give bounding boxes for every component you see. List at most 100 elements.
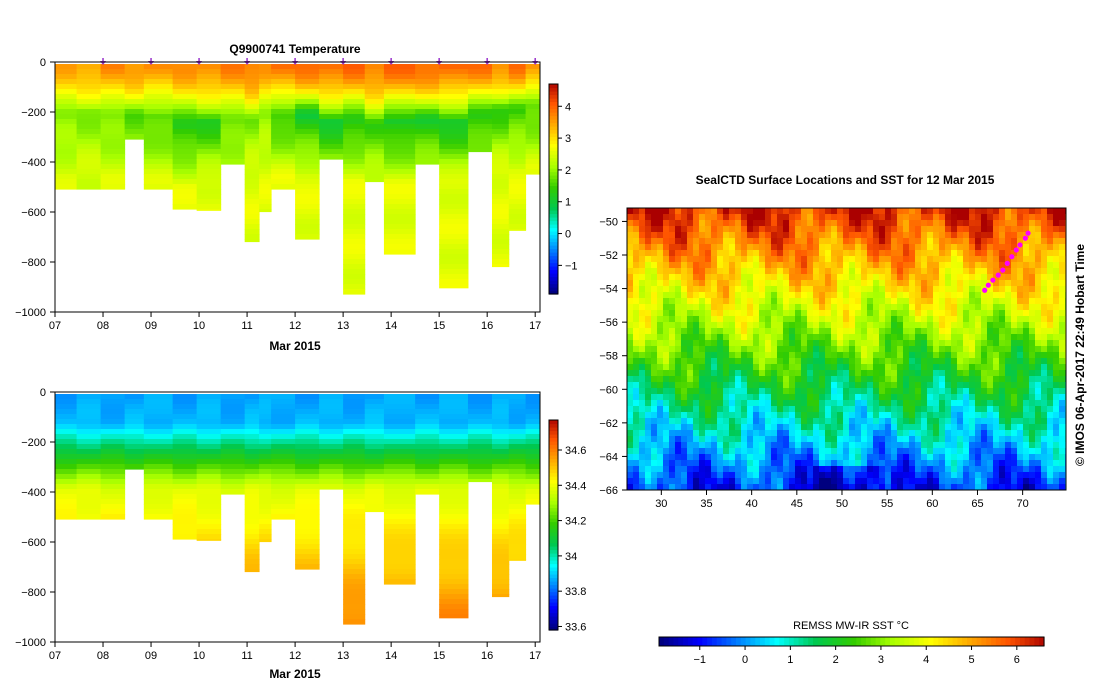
- temperature-cell: [100, 154, 126, 160]
- sst-cell: [657, 328, 664, 335]
- sst-cell: [1011, 448, 1018, 455]
- sst-cell: [741, 286, 748, 293]
- sst-cell: [999, 220, 1006, 227]
- sst-cell: [831, 328, 838, 335]
- sst-cell: [687, 256, 694, 263]
- temperature-cell: [143, 64, 174, 70]
- sst-cell: [825, 358, 832, 365]
- salinity-cell: [439, 439, 469, 445]
- sst-cell: [681, 478, 688, 485]
- salinity-cell: [319, 394, 344, 400]
- sst-cell: [885, 334, 892, 341]
- sst-cell: [663, 244, 670, 251]
- sst-cell: [987, 322, 994, 329]
- salinity-cell: [415, 484, 440, 490]
- sst-cell: [915, 280, 922, 287]
- sst-cell: [699, 340, 706, 347]
- sst-cell: [831, 436, 838, 443]
- sst-cell: [849, 460, 856, 467]
- salinity-cell: [100, 439, 126, 445]
- sst-cell: [921, 424, 928, 431]
- sst-cell: [831, 268, 838, 275]
- temperature-cell: [439, 139, 469, 145]
- sst-cell: [1023, 298, 1030, 305]
- sst-cell: [669, 328, 676, 335]
- sst-cell: [987, 364, 994, 371]
- sst-cell: [1041, 424, 1048, 431]
- sst-cell: [945, 274, 952, 281]
- sst-cell: [909, 412, 916, 419]
- sst-cell: [897, 280, 904, 287]
- salinity-cell: [76, 494, 102, 500]
- date-tick-label: 15: [433, 650, 445, 662]
- temperature-cell: [439, 84, 469, 90]
- sst-cell: [873, 232, 880, 239]
- salinity-cell: [295, 444, 320, 450]
- sst-cell: [957, 406, 964, 413]
- sst-cell: [921, 388, 928, 395]
- sst-cell: [897, 346, 904, 353]
- sst-cell: [765, 430, 772, 437]
- colorbar-segment: [549, 602, 558, 607]
- sst-cell: [837, 442, 844, 449]
- sst-cell: [987, 346, 994, 353]
- sst-cell: [957, 346, 964, 353]
- sst-cell: [807, 364, 814, 371]
- temperature-cell: [244, 229, 260, 235]
- salinity-cell: [508, 509, 527, 515]
- temperature-cell: [439, 279, 469, 285]
- sst-cell: [699, 418, 706, 425]
- sst-cell: [999, 454, 1006, 461]
- sst-cell: [1017, 370, 1024, 377]
- sst-cell: [801, 316, 808, 323]
- salinity-cell: [525, 414, 541, 420]
- sst-cell: [753, 322, 760, 329]
- sst-cell: [795, 424, 802, 431]
- colorbar-segment: [549, 238, 558, 243]
- colorbar-segment: [549, 570, 558, 575]
- sst-cell: [633, 214, 640, 221]
- sst-cell: [1023, 304, 1030, 311]
- sst-cell: [705, 220, 712, 227]
- temperature-cell: [244, 164, 260, 170]
- sst-cell: [1035, 406, 1042, 413]
- salinity-cell: [319, 444, 344, 450]
- sst-cell: [957, 424, 964, 431]
- sst-cell: [933, 208, 940, 215]
- sst-cell: [705, 310, 712, 317]
- salinity-cell: [467, 409, 493, 415]
- temperature-cell: [295, 224, 320, 230]
- sst-cell: [723, 280, 730, 287]
- sst-cell: [963, 220, 970, 227]
- sst-cell: [915, 418, 922, 425]
- sst-cell: [813, 358, 820, 365]
- sst-cell: [795, 298, 802, 305]
- temperature-cell: [343, 214, 366, 220]
- sst-cell: [885, 220, 892, 227]
- sst-cell: [921, 208, 928, 215]
- sst-cell: [657, 454, 664, 461]
- salinity-cell: [525, 444, 541, 450]
- sst-cell: [807, 436, 814, 443]
- sst-cell: [753, 298, 760, 305]
- temperature-cell: [343, 279, 366, 285]
- sst-cell: [849, 370, 856, 377]
- salinity-cell: [244, 494, 260, 500]
- salinity-cell: [143, 509, 174, 515]
- sst-cell: [1017, 220, 1024, 227]
- sst-cell: [807, 256, 814, 263]
- sst-cell: [885, 478, 892, 485]
- salinity-cell: [383, 564, 416, 570]
- sst-cell: [699, 298, 706, 305]
- temperature-cell: [244, 84, 260, 90]
- sst-cell: [969, 328, 976, 335]
- sst-cell: [945, 268, 952, 275]
- sst-cell: [1047, 376, 1054, 383]
- sst-cell: [723, 316, 730, 323]
- salinity-profile: [172, 394, 198, 540]
- salinity-cell: [491, 394, 510, 400]
- sst-cell: [1023, 406, 1030, 413]
- sst-cell: [891, 430, 898, 437]
- sst-cell: [1017, 394, 1024, 401]
- temperature-cell: [55, 134, 78, 140]
